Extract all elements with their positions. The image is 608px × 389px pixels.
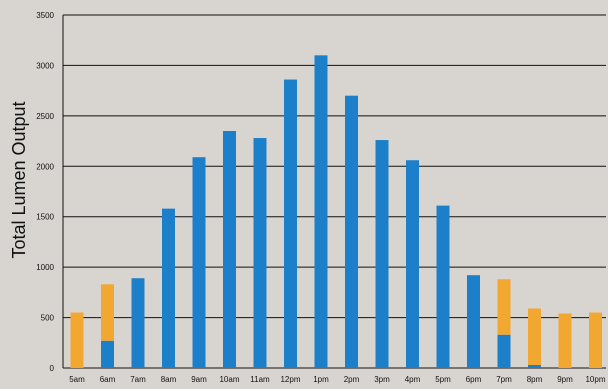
x-tick-label: 5pm [435,375,451,384]
bar-3pm-s1 [375,140,389,368]
y-tick-label: 2500 [36,112,54,121]
x-tick-labels: 5am 6am 7am 8am 9am 10am 11am 12pm 1pm 2pm 3pm 4pm 5… [69,375,606,384]
bars [70,55,602,368]
bar-5am-s2 [70,312,84,368]
gridlines [62,14,606,369]
x-tick-label: 2pm [344,375,360,384]
bar-4pm-s1 [406,160,419,368]
bar-7pm-s1 [497,334,511,368]
bar-2pm-s1 [345,95,358,368]
bar-11am-s1 [253,138,267,368]
y-tick-label: 1000 [36,263,54,272]
bar-9pm-s2 [558,313,572,368]
x-tick-label: 8am [161,375,177,384]
bar-5pm-s1 [436,205,450,368]
x-tick-label: 4pm [405,375,421,384]
x-tick-label: 10am [219,375,239,384]
y-tick-label: 1500 [36,213,54,222]
bar-6am-s1 [101,340,114,368]
bar-6pm-s1 [467,275,480,368]
x-tick-label: 12pm [280,375,300,384]
x-tick-label: 9pm [557,375,573,384]
x-tick-label: 1pm [313,375,329,384]
x-tick-label: 11am [250,375,270,384]
x-tick-label: 6am [100,375,116,384]
bar-8am-s1 [162,208,175,368]
y-tick-label: 3000 [36,61,54,70]
bar-10am-s1 [223,130,236,368]
y-tick-label: 2000 [36,162,54,171]
bar-10pm-s2 [589,312,602,368]
x-tick-label: 5am [69,375,85,384]
bar-9am-s1 [192,157,206,368]
y-tick-label: 3500 [36,11,54,20]
x-tick-label: 9am [191,375,207,384]
bar-7pm-s2 [497,279,511,335]
x-tick-label: 3pm [374,375,390,384]
bar-7am-s1 [131,278,145,368]
y-tick-label: 500 [41,314,55,323]
y-axis-label: Total Lumen Output [9,101,29,258]
x-tick-label: 8pm [527,375,543,384]
x-tick-label: 7am [130,375,146,384]
y-tick-labels: 0 500 1000 1500 2000 2500 3000 3500 [36,11,54,373]
bar-8pm-s1 [528,364,541,368]
y-tick-label: 0 [50,364,55,373]
x-tick-label: 10pm [585,375,605,384]
bar-12pm-s1 [284,79,297,368]
x-tick-label: 7pm [496,375,512,384]
x-tick-label: 6pm [466,375,482,384]
bar-8pm-s2 [528,308,541,365]
bar-6am-s2 [101,284,114,341]
bar-1pm-s1 [314,55,328,368]
